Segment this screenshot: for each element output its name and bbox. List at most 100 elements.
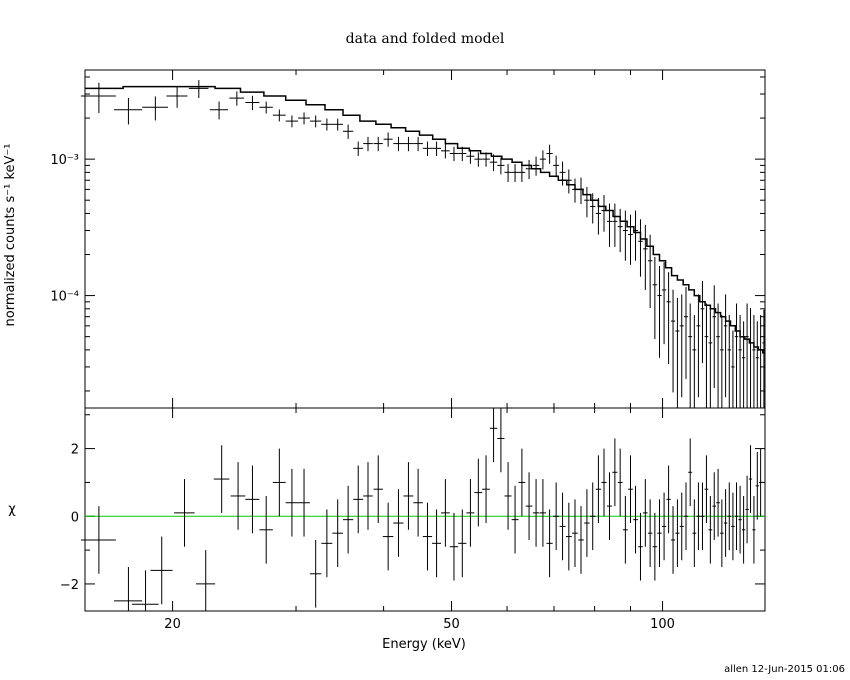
data-point [688, 438, 693, 507]
data-point [553, 482, 560, 551]
data-point [525, 472, 533, 540]
data-point [712, 285, 717, 389]
data-point [657, 499, 662, 568]
data-point [518, 448, 526, 517]
data-point [727, 482, 731, 551]
data-point [612, 438, 618, 507]
data-point [525, 159, 533, 180]
data-point [458, 509, 467, 578]
data-point [696, 294, 701, 398]
data-point [670, 289, 676, 393]
data-point [259, 101, 273, 114]
data-point [661, 262, 667, 345]
data-point [142, 96, 168, 121]
data-point [675, 297, 680, 408]
data-point [700, 280, 705, 364]
data-point [666, 465, 671, 534]
data-point [638, 512, 643, 581]
data-point [590, 482, 596, 551]
data-point [422, 141, 433, 156]
data-point [518, 164, 526, 182]
data-point [309, 115, 322, 128]
data-point [245, 465, 260, 534]
data-point [643, 224, 648, 290]
data-point [363, 462, 373, 530]
data-point [229, 91, 245, 106]
data-point [188, 80, 209, 99]
data-point [272, 448, 286, 517]
data-point [482, 152, 490, 167]
data-point [298, 468, 310, 537]
data-point [285, 468, 299, 537]
data-point [595, 197, 602, 235]
data-point [458, 146, 467, 162]
data-point [532, 479, 540, 547]
data-point [474, 458, 483, 527]
y-tick-label: 2 [71, 443, 79, 458]
data-point [332, 499, 343, 568]
data-point [745, 475, 749, 544]
data-point [734, 482, 739, 551]
x-tick-label: 100 [650, 617, 675, 632]
data-point [679, 492, 684, 561]
data-point [696, 482, 701, 551]
data-point [720, 315, 724, 408]
data-point [661, 492, 667, 561]
data-point [670, 506, 676, 574]
data-point [617, 208, 623, 253]
data-point [679, 294, 684, 398]
data-point [363, 136, 373, 152]
data-point [114, 567, 143, 611]
data-point [692, 315, 697, 408]
data-point [617, 448, 623, 517]
data-point [393, 489, 404, 557]
data-point [482, 455, 490, 524]
data-point [441, 144, 450, 159]
y-tick-label: 0 [71, 510, 79, 525]
data-point [196, 550, 216, 611]
data-point [489, 408, 498, 463]
data-point [628, 214, 633, 265]
data-point [466, 149, 475, 164]
data-point [622, 495, 628, 564]
data-point [723, 489, 728, 557]
data-point [150, 536, 173, 605]
data-point [688, 303, 693, 408]
data-point [657, 265, 662, 358]
data-point [383, 132, 393, 147]
data-point [321, 118, 333, 131]
data-point [752, 495, 756, 564]
data-point [342, 485, 354, 554]
data-point [606, 203, 613, 247]
data-point [748, 308, 753, 408]
data-point [504, 164, 512, 182]
data-point [738, 485, 742, 554]
data-point [755, 451, 759, 520]
data-point [727, 315, 731, 408]
data-point [601, 448, 607, 517]
top-y-axis-label: normalized counts s⁻¹ keV⁻¹ [3, 144, 18, 327]
data-point [553, 155, 560, 178]
y-tick-label: 10⁻³ [50, 153, 79, 168]
data-point [633, 210, 638, 261]
data-point [559, 492, 566, 561]
data-point [497, 157, 505, 175]
data-point [692, 499, 697, 568]
data-point [441, 479, 450, 547]
data-point [166, 86, 188, 108]
data-point [272, 109, 286, 122]
data-point [712, 472, 717, 540]
data-point [285, 115, 299, 128]
data-point [546, 144, 553, 164]
data-point [734, 303, 739, 408]
data-point [741, 321, 746, 408]
data-point [638, 219, 643, 277]
data-point [716, 468, 720, 537]
data-point [759, 315, 763, 408]
data-point [259, 495, 273, 564]
data-point [652, 256, 658, 340]
data-point [432, 509, 442, 578]
data-point [612, 203, 618, 247]
data-point [748, 445, 753, 513]
